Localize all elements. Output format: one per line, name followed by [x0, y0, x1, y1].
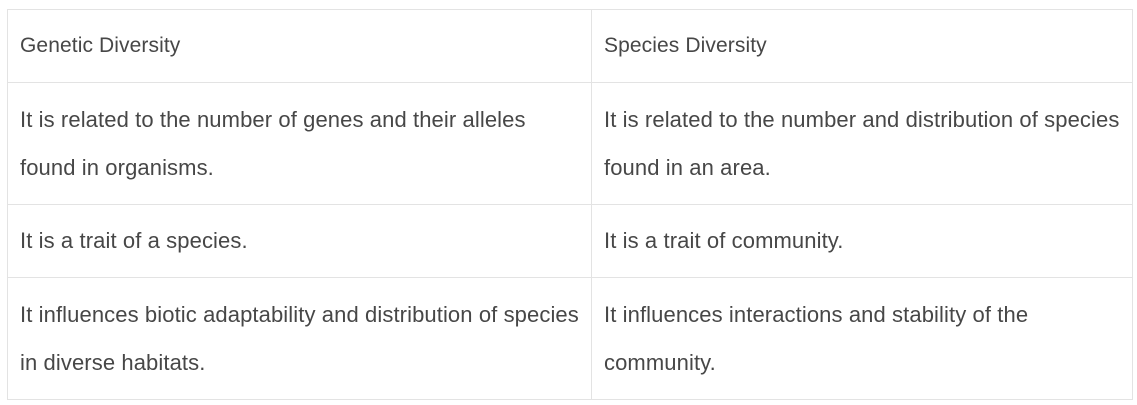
header-species-diversity: Species Diversity: [591, 9, 1133, 83]
header-genetic-diversity: Genetic Diversity: [7, 9, 592, 83]
table-row: It is a trait of a species. It is a trai…: [7, 204, 1133, 278]
species-cell: It influences interactions and stability…: [591, 277, 1133, 400]
table-header-row: Genetic Diversity Species Diversity: [7, 9, 1133, 83]
genetic-cell: It influences biotic adaptability and di…: [7, 277, 592, 400]
table-row: It is related to the number of genes and…: [7, 82, 1133, 205]
genetic-cell: It is related to the number of genes and…: [7, 82, 592, 205]
species-cell: It is a trait of community.: [591, 204, 1133, 278]
comparison-table-container: Genetic Diversity Species Diversity It i…: [7, 9, 1133, 400]
genetic-cell: It is a trait of a species.: [7, 204, 592, 278]
table-row: It influences biotic adaptability and di…: [7, 277, 1133, 400]
comparison-table: Genetic Diversity Species Diversity It i…: [7, 9, 1133, 400]
species-cell: It is related to the number and distribu…: [591, 82, 1133, 205]
